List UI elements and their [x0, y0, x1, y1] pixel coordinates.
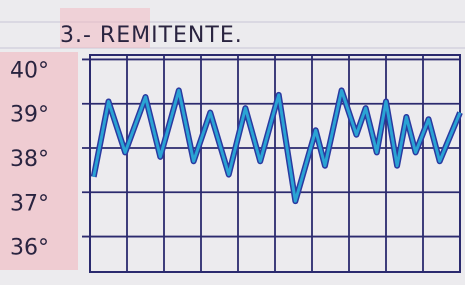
y-tick-label: 36°: [10, 236, 49, 261]
chart: 3.- REMITENTE. 40° 39° 38° 37° 36°: [0, 0, 465, 285]
y-tick-label: 39°: [10, 103, 49, 128]
y-tick-label: 40°: [10, 58, 49, 83]
y-tick-label: 38°: [10, 147, 49, 172]
chart-title: 3.- REMITENTE.: [60, 23, 243, 48]
y-tick-label: 37°: [10, 191, 49, 216]
